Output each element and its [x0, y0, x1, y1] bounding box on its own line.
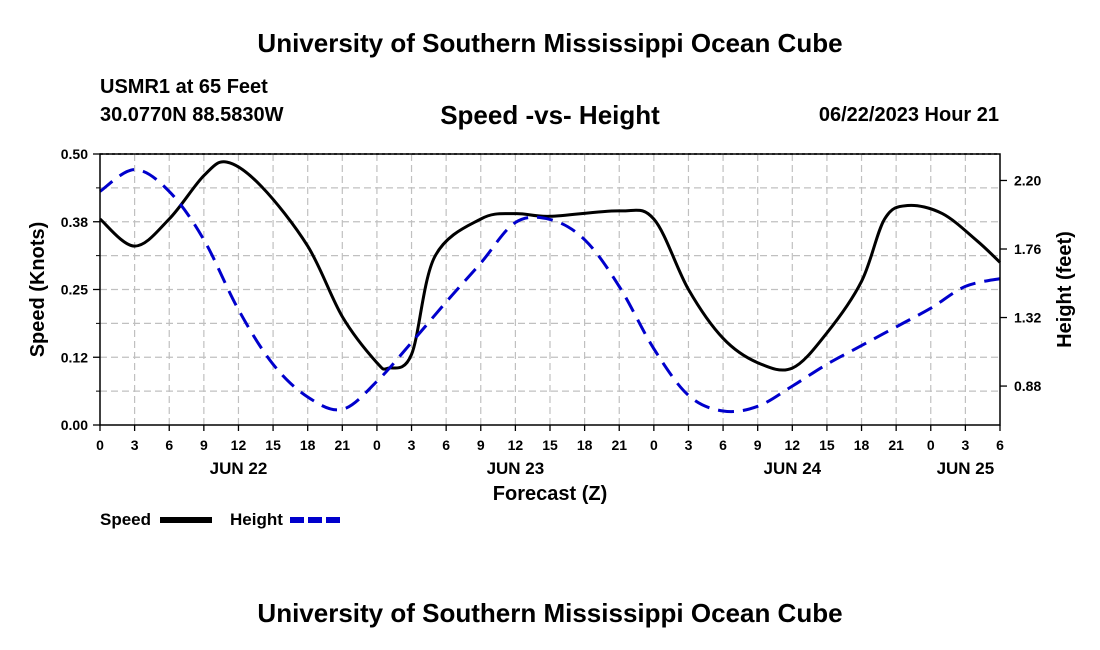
x-tick-label: 15 — [265, 437, 281, 453]
series-line-height — [99, 168, 1001, 414]
grid-lines — [100, 154, 1000, 425]
station-label: USMR1 at 65 Feet — [100, 76, 268, 98]
legend-label-speed: Speed — [100, 510, 151, 529]
chart-title: Speed -vs- Height — [440, 100, 660, 130]
y-tick-label: 0.00 — [61, 417, 88, 433]
x-tick-label: 0 — [96, 437, 104, 453]
x-day-label: JUN 24 — [763, 459, 821, 478]
y2-tick-label: 2.20 — [1014, 172, 1041, 188]
x-tick-label: 6 — [442, 437, 450, 453]
y2-tick-label: 0.88 — [1014, 378, 1041, 394]
y-tick-label: 0.38 — [61, 214, 88, 230]
y2-tick-label: 1.32 — [1014, 310, 1041, 326]
legend: Speed Height — [100, 510, 342, 529]
x-tick-label: 12 — [508, 437, 524, 453]
x-day-label: JUN 23 — [487, 459, 545, 478]
y-tick-label: 0.50 — [61, 146, 88, 162]
x-tick-label: 21 — [611, 437, 627, 453]
x-tick-label: 3 — [685, 437, 693, 453]
series-lines — [98, 160, 1002, 414]
x-tick-label: 9 — [754, 437, 762, 453]
x-tick-label: 6 — [719, 437, 727, 453]
x-tick-label: 21 — [335, 437, 351, 453]
x-tick-label: 6 — [165, 437, 173, 453]
axes — [93, 153, 1007, 431]
x-tick-label: 9 — [477, 437, 485, 453]
x-tick-label: 0 — [650, 437, 658, 453]
footer-title: University of Southern Mississippi Ocean… — [257, 598, 843, 628]
y-tick-label: 0.12 — [61, 349, 88, 365]
x-tick-label: 6 — [996, 437, 1004, 453]
station-coordinates: 30.0770N 88.5830W — [100, 104, 284, 126]
x-tick-label: 0 — [927, 437, 935, 453]
x-tick-label: 3 — [408, 437, 416, 453]
x-tick-label: 18 — [300, 437, 316, 453]
y2-axis-title: Height (feet) — [1054, 231, 1076, 348]
series-line-speed — [98, 160, 1002, 372]
x-day-label: JUN 25 — [937, 459, 995, 478]
x-tick-label: 15 — [819, 437, 835, 453]
forecast-datetime: 06/22/2023 Hour 21 — [818, 104, 999, 126]
main-title: University of Southern Mississippi Ocean… — [257, 28, 843, 58]
y-axis-title: Speed (Knots) — [27, 222, 49, 358]
y-tick-label: 0.25 — [61, 282, 88, 298]
x-tick-label: 12 — [785, 437, 801, 453]
x-tick-label: 3 — [131, 437, 139, 453]
x-axis-title: Forecast (Z) — [493, 483, 607, 505]
y2-tick-label: 1.76 — [1014, 241, 1041, 257]
legend-label-height: Height — [230, 510, 283, 529]
x-day-label: JUN 22 — [210, 459, 268, 478]
x-tick-label: 0 — [373, 437, 381, 453]
x-tick-label: 9 — [200, 437, 208, 453]
x-tick-label: 12 — [231, 437, 247, 453]
x-tick-label: 18 — [854, 437, 870, 453]
x-tick-label: 21 — [888, 437, 904, 453]
x-tick-label: 15 — [542, 437, 558, 453]
tick-labels: 0 3 6 9 12 15 18 21 0 3 6 9 12 15 18 21 0 3 6 9 12 15 18 21 0 3 6 0… — [27, 146, 1076, 505]
x-tick-label: 3 — [961, 437, 969, 453]
x-tick-label: 18 — [577, 437, 593, 453]
